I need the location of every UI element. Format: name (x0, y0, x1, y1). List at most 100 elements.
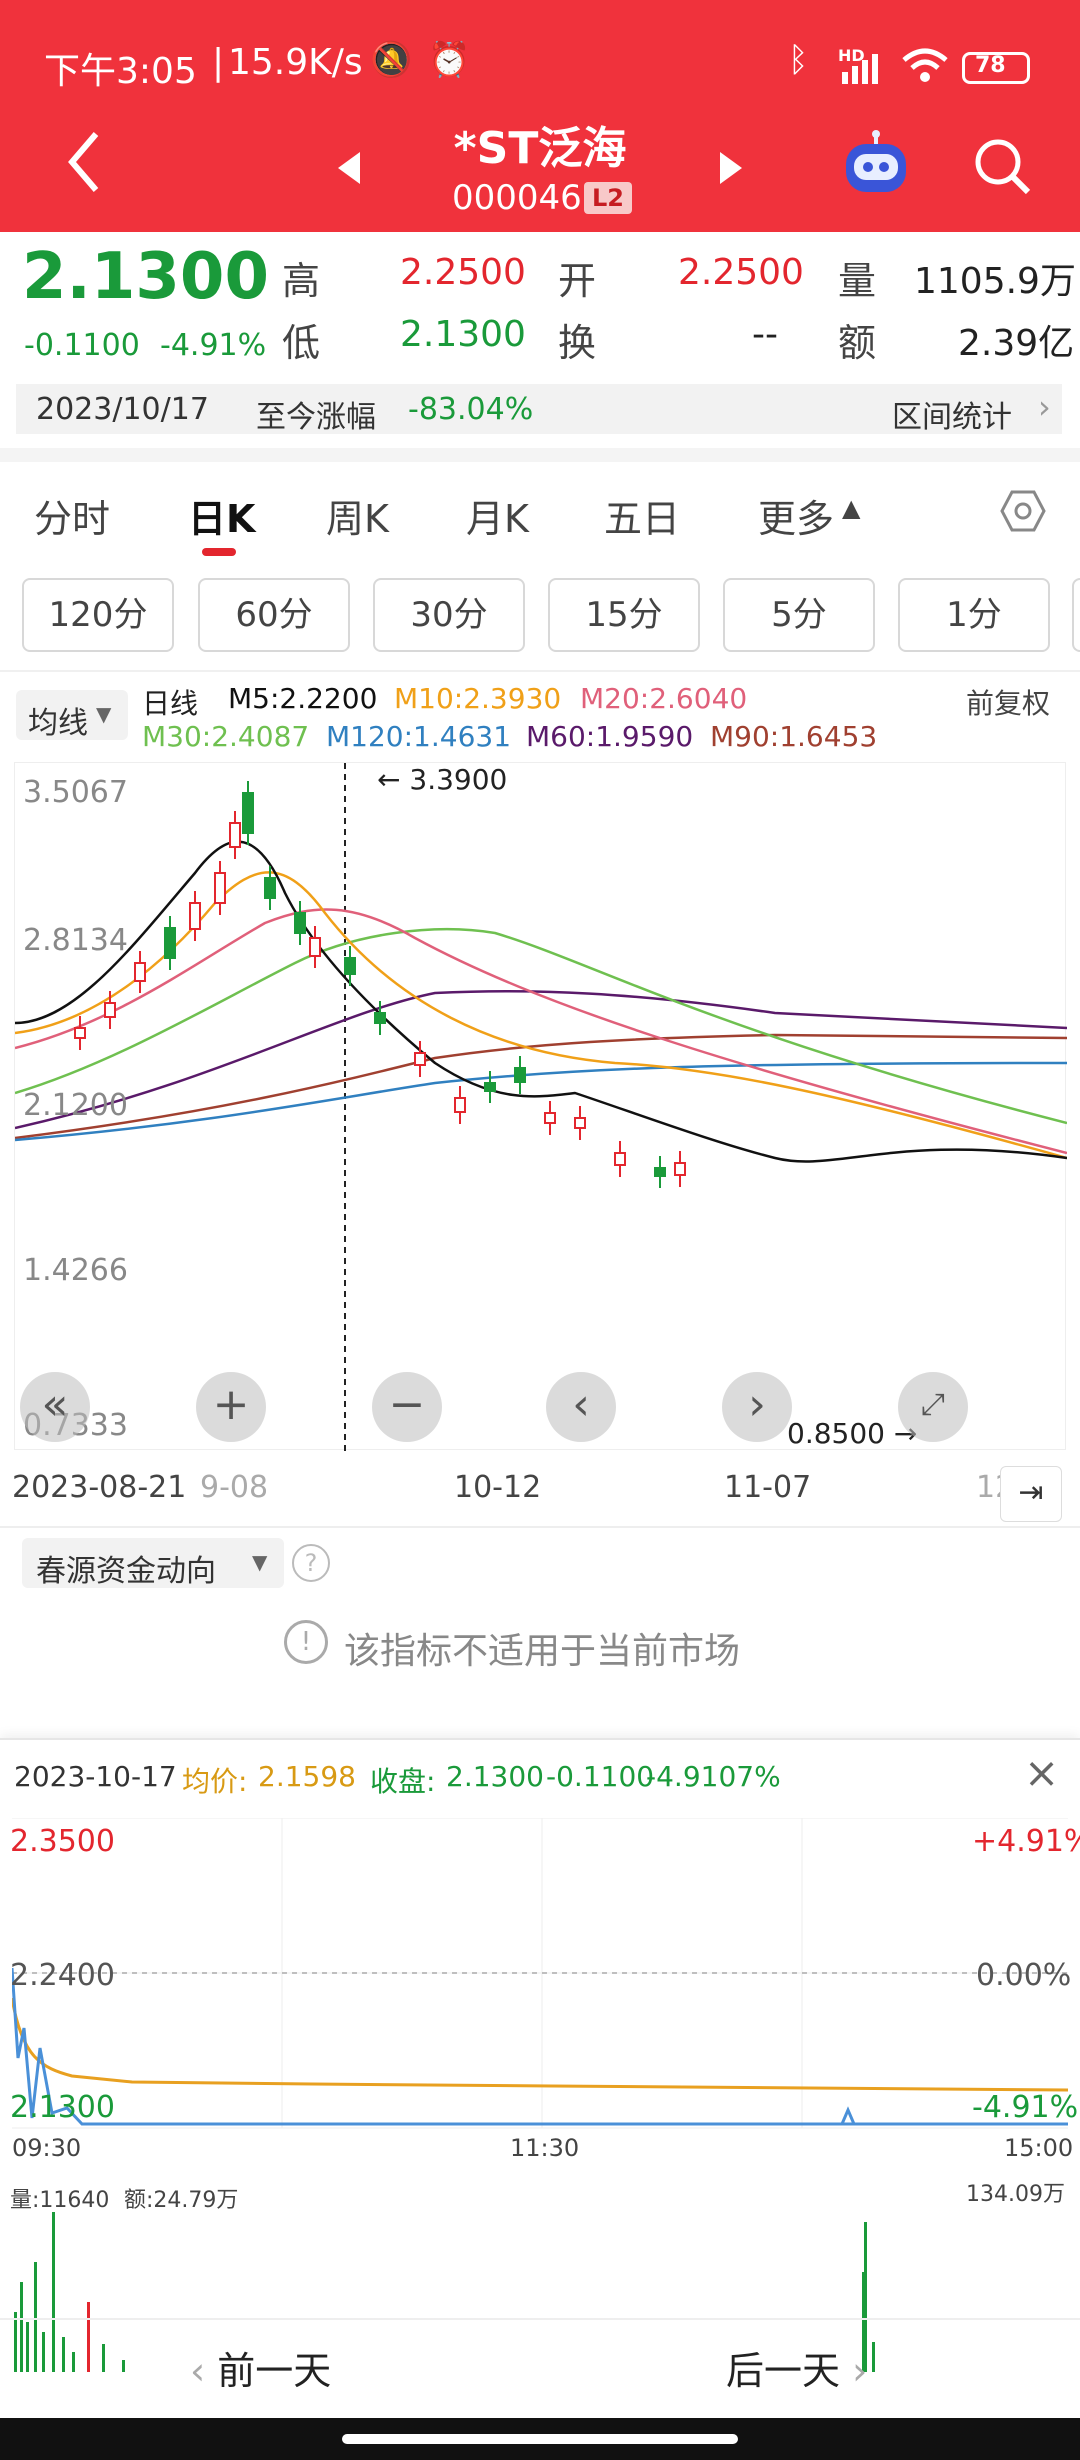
avg-label: 均价: (182, 1765, 248, 1798)
kline-chart[interactable]: 3.5067 2.8134 2.1200 1.4266 0.7333 ← 3.3… (14, 762, 1068, 1451)
tab-daily-k[interactable]: 日K (188, 497, 256, 541)
next-stock-icon[interactable] (716, 150, 746, 186)
signal-icon (842, 54, 878, 84)
minute-tab-60[interactable]: 60分 (198, 578, 350, 652)
candle-body (189, 902, 201, 930)
prev-day-button[interactable]: ‹ 前一天 (190, 2340, 331, 2395)
open-label: 开 (558, 259, 597, 303)
y-mid-label: 2.2400 (10, 1958, 115, 1993)
volume-bar (34, 2262, 37, 2372)
ma90-label: M90:1.6453 (710, 720, 878, 753)
minute-tab-120[interactable]: 120分 (22, 578, 174, 652)
robot-assistant-icon[interactable] (838, 128, 914, 204)
adjust-mode[interactable]: 前复权 (966, 687, 1051, 720)
zoom-in-button[interactable]: + (196, 1372, 266, 1442)
x-tick-4: 11-07 (724, 1470, 812, 1505)
price-change: -0.1100 (24, 328, 140, 363)
high-value: 2.2500 (400, 252, 526, 293)
home-indicator[interactable] (342, 2434, 738, 2444)
tab-more[interactable]: 更多 (758, 497, 835, 541)
jump-to-latest-icon[interactable]: ⇥ (1000, 1466, 1062, 1522)
tab-weekly-k[interactable]: 周K (326, 497, 389, 541)
ma-toggle-dropdown[interactable]: 均线 ▼ (16, 690, 128, 741)
turnover-value: -- (752, 314, 778, 355)
prev-stock-icon[interactable] (334, 150, 364, 186)
close-icon[interactable]: × (1024, 1748, 1060, 1797)
settings-hexagon-icon[interactable] (1000, 488, 1046, 534)
indicator-dropdown[interactable]: 春源资金动向 ▼ (22, 1538, 284, 1589)
divider (0, 670, 1080, 672)
vol-label: 量:11640 (10, 2188, 110, 2213)
minute-tab-5[interactable]: 5分 (723, 578, 875, 652)
y-tick-1: 3.5067 (23, 775, 128, 810)
volume-label: 量 (838, 259, 877, 303)
volume-bar (62, 2337, 65, 2372)
tab-monthly-k[interactable]: 月K (466, 497, 529, 541)
alarm-icon: ⏰ (428, 40, 471, 80)
active-tab-indicator (202, 548, 236, 556)
candle-body (242, 792, 254, 834)
tab-intraday[interactable]: 分时 (34, 497, 111, 541)
close-label: 收盘: (370, 1765, 436, 1798)
range-label: 至今涨幅 (256, 400, 376, 435)
next-day-button[interactable]: 后一天 › (726, 2340, 867, 2395)
candle-body (454, 1097, 466, 1113)
search-icon[interactable] (970, 134, 1034, 198)
x-tick-1: 2023-08-21 (12, 1470, 187, 1505)
y-high-label: 2.3500 (10, 1824, 115, 1859)
range-value: -83.04% (408, 392, 534, 427)
minute-tab-overflow (1072, 578, 1080, 652)
time-start: 09:30 (12, 2134, 82, 2162)
pct-mid-label: 0.00% (976, 1958, 1072, 1993)
open-value: 2.2500 (678, 252, 804, 293)
scroll-left-button[interactable]: ‹ (546, 1372, 616, 1442)
intraday-chart (12, 1818, 1068, 2129)
fullscreen-button[interactable]: ⤢ (898, 1372, 968, 1442)
volume-chart (14, 2212, 875, 2372)
ma-line-3 (14, 928, 1068, 1125)
divider (0, 2318, 1080, 2320)
range-stats-link[interactable]: 区间统计 (892, 400, 1012, 435)
max-price-marker: ← 3.3900 (377, 763, 508, 796)
fast-back-button[interactable]: « (20, 1372, 90, 1442)
volume-bar (14, 2312, 17, 2372)
volume-value: 1105.9万 (914, 261, 1076, 302)
y-tick-2: 2.8134 (23, 923, 128, 958)
back-icon[interactable] (64, 130, 104, 194)
info-icon: ! (284, 1620, 328, 1664)
min-price-marker: 0.8500 → (787, 1417, 918, 1450)
level2-badge: L2 (584, 182, 632, 214)
amt-label: 额:24.79万 (124, 2188, 239, 2213)
zoom-out-button[interactable]: − (372, 1372, 442, 1442)
help-icon[interactable]: ? (292, 1544, 330, 1582)
scroll-right-button[interactable]: › (722, 1372, 792, 1442)
avg-value: 2.1598 (258, 1760, 356, 1793)
candle-body (344, 957, 356, 975)
chevron-left-icon: ‹ (190, 2349, 218, 2393)
amount-value: 2.39亿 (958, 323, 1075, 364)
candle-body (654, 1167, 666, 1177)
x-tick-2: 9-08 (200, 1470, 269, 1505)
ma-line-4 (14, 908, 1068, 1155)
indicator-message: 该指标不适用于当前市场 (344, 1631, 741, 1672)
volume-bar (122, 2360, 125, 2372)
stock-name: *ST泛海 (453, 123, 627, 174)
candle-body (544, 1112, 556, 1124)
candle-body (229, 822, 241, 848)
tab-five-day[interactable]: 五日 (604, 497, 681, 541)
stock-code: 000046 (452, 178, 582, 218)
ma120-label: M120:1.4631 (326, 720, 512, 753)
range-stats-bar[interactable]: 2023/10/17 至今涨幅 -83.04% 区间统计 › (16, 384, 1062, 435)
minute-tab-15[interactable]: 15分 (548, 578, 700, 652)
low-value: 2.1300 (400, 314, 526, 355)
minute-tab-30[interactable]: 30分 (373, 578, 525, 652)
time-mid: 11:30 (510, 2134, 580, 2162)
candle-body (414, 1052, 426, 1066)
bluetooth-icon: ᛒ (788, 40, 809, 80)
pct-high-label: +4.91% (972, 1824, 1080, 1859)
caret-up-icon: ▲ (842, 494, 861, 522)
minute-tab-1[interactable]: 1分 (898, 578, 1050, 652)
volume-bar (87, 2302, 90, 2372)
candle-body (214, 872, 226, 904)
status-speed: 15.9K/s (228, 42, 363, 83)
